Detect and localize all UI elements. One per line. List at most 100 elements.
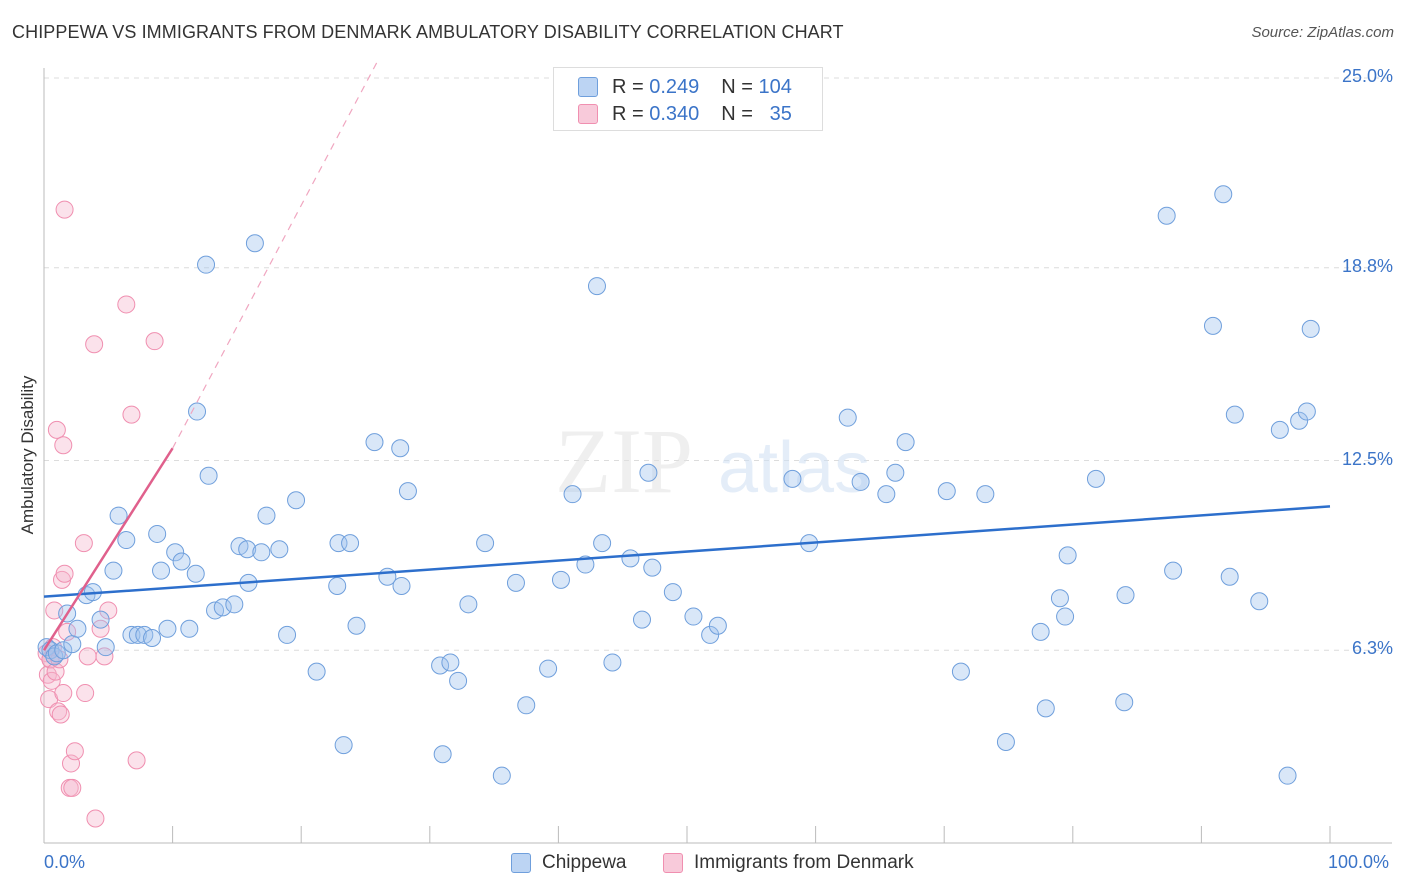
chippewa-point xyxy=(449,671,468,690)
x-tick-label-left: 0.0% xyxy=(44,852,86,872)
chippewa-point xyxy=(593,534,612,553)
watermark: ZIP atlas xyxy=(555,410,870,512)
chippewa-point xyxy=(188,402,207,421)
chippewa-point xyxy=(663,583,682,602)
denmark-point xyxy=(78,647,97,666)
chippewa-point xyxy=(1157,206,1176,225)
chippewa-point xyxy=(225,595,244,614)
y-tick-label: 12.5% xyxy=(1341,448,1393,469)
denmark-point xyxy=(117,295,136,314)
chippewa-point xyxy=(180,619,199,638)
chippewa-point xyxy=(951,662,970,681)
watermark-atlas: atlas xyxy=(718,428,870,508)
chippewa-point xyxy=(886,463,905,482)
chippewa-point xyxy=(587,277,606,296)
chippewa-point xyxy=(398,482,417,501)
chippewa-point xyxy=(91,610,110,629)
legend-row-denmark: R = 0.340 N = 35 xyxy=(578,100,792,128)
chippewa-point xyxy=(1164,561,1183,580)
x-tick-label-right: 100.0% xyxy=(1328,852,1390,872)
chippewa-point xyxy=(54,641,73,660)
chippewa-point xyxy=(517,696,536,715)
axes xyxy=(43,68,1392,844)
denmark-point xyxy=(91,619,110,638)
denmark-point xyxy=(55,564,74,583)
chippewa-point xyxy=(492,766,511,785)
legend-r-label: R = xyxy=(612,75,644,98)
denmark-point xyxy=(127,751,146,770)
chippewa-point xyxy=(539,659,558,678)
chippewa-point xyxy=(186,564,205,583)
stats-legend: R = 0.249 N = 104 R = 0.340 N = 35 xyxy=(553,67,823,131)
denmark-point xyxy=(74,534,93,553)
denmark-point xyxy=(54,684,73,703)
chippewa-point xyxy=(1036,699,1055,718)
legend-swatch-blue xyxy=(578,77,598,97)
chippewa-point xyxy=(341,534,360,553)
chippewa-point xyxy=(391,439,410,458)
chippewa-point xyxy=(433,745,452,764)
chippewa-point xyxy=(877,485,896,504)
chippewa-point xyxy=(307,662,326,681)
denmark-point xyxy=(55,200,74,219)
chippewa-point xyxy=(1116,586,1135,605)
legend-n-value-denmark: 35 xyxy=(769,102,792,125)
chippewa-point xyxy=(109,506,128,525)
denmark-point xyxy=(95,647,114,666)
chippewa-point xyxy=(45,647,64,666)
chippewa-point xyxy=(1031,622,1050,641)
chippewa-point xyxy=(1115,693,1134,712)
chippewa-point xyxy=(213,598,232,617)
chippewa-point xyxy=(459,595,478,614)
denmark-trend-line xyxy=(42,447,174,651)
chippewa-point xyxy=(506,573,525,592)
chippewa-point xyxy=(347,616,366,635)
bottom-legend-chippewa: Chippewa xyxy=(511,852,627,874)
chippewa-point xyxy=(431,656,450,675)
denmark-point xyxy=(62,754,81,773)
y-axis-title: Ambulatory Disability xyxy=(18,375,37,535)
denmark-point xyxy=(63,778,82,797)
denmark-point xyxy=(54,436,73,455)
legend-swatch-pink xyxy=(578,104,598,124)
chippewa-point xyxy=(143,628,162,647)
y-tick-label: 25.0% xyxy=(1341,66,1393,86)
chippewa-point xyxy=(104,561,123,580)
denmark-point xyxy=(47,420,66,439)
denmark-point xyxy=(145,332,164,351)
chippewa-point xyxy=(172,552,191,571)
denmark-point xyxy=(99,601,118,620)
legend-row-chippewa: R = 0.249 N = 104 xyxy=(578,73,792,101)
chippewa-point xyxy=(603,653,622,672)
bottom-legend-label-chippewa: Chippewa xyxy=(542,852,627,873)
chippewa-point xyxy=(1086,469,1105,488)
chippewa-point xyxy=(576,555,595,574)
chippewa-point xyxy=(328,576,347,595)
y-tick-label: 6.3% xyxy=(1351,638,1393,659)
chippewa-point xyxy=(937,482,956,501)
chippewa-point xyxy=(632,610,651,629)
chippewa-point xyxy=(476,534,495,553)
chippewa-point xyxy=(1297,402,1316,421)
chippewa-point xyxy=(639,463,658,482)
chippewa-point xyxy=(365,433,384,452)
denmark-point xyxy=(122,405,141,424)
chippewa-points xyxy=(37,185,1320,785)
denmark-point xyxy=(42,671,61,690)
chippewa-point xyxy=(701,625,720,644)
bottom-legend-denmark: Immigrants from Denmark xyxy=(663,852,914,874)
bottom-legend-swatch-pink xyxy=(663,853,683,873)
chippewa-point xyxy=(197,255,216,274)
chippewa-point xyxy=(122,625,141,644)
chippewa-point xyxy=(257,506,276,525)
chippewa-point xyxy=(392,576,411,595)
chippewa-point xyxy=(976,485,995,504)
chippewa-point xyxy=(441,653,460,672)
chippewa-point xyxy=(278,625,297,644)
chippewa-point xyxy=(1214,185,1233,204)
chippewa-point xyxy=(1203,316,1222,335)
chippewa-point xyxy=(63,635,82,654)
chippewa-point xyxy=(896,433,915,452)
chippewa-point xyxy=(152,561,171,580)
denmark-point xyxy=(51,705,70,724)
